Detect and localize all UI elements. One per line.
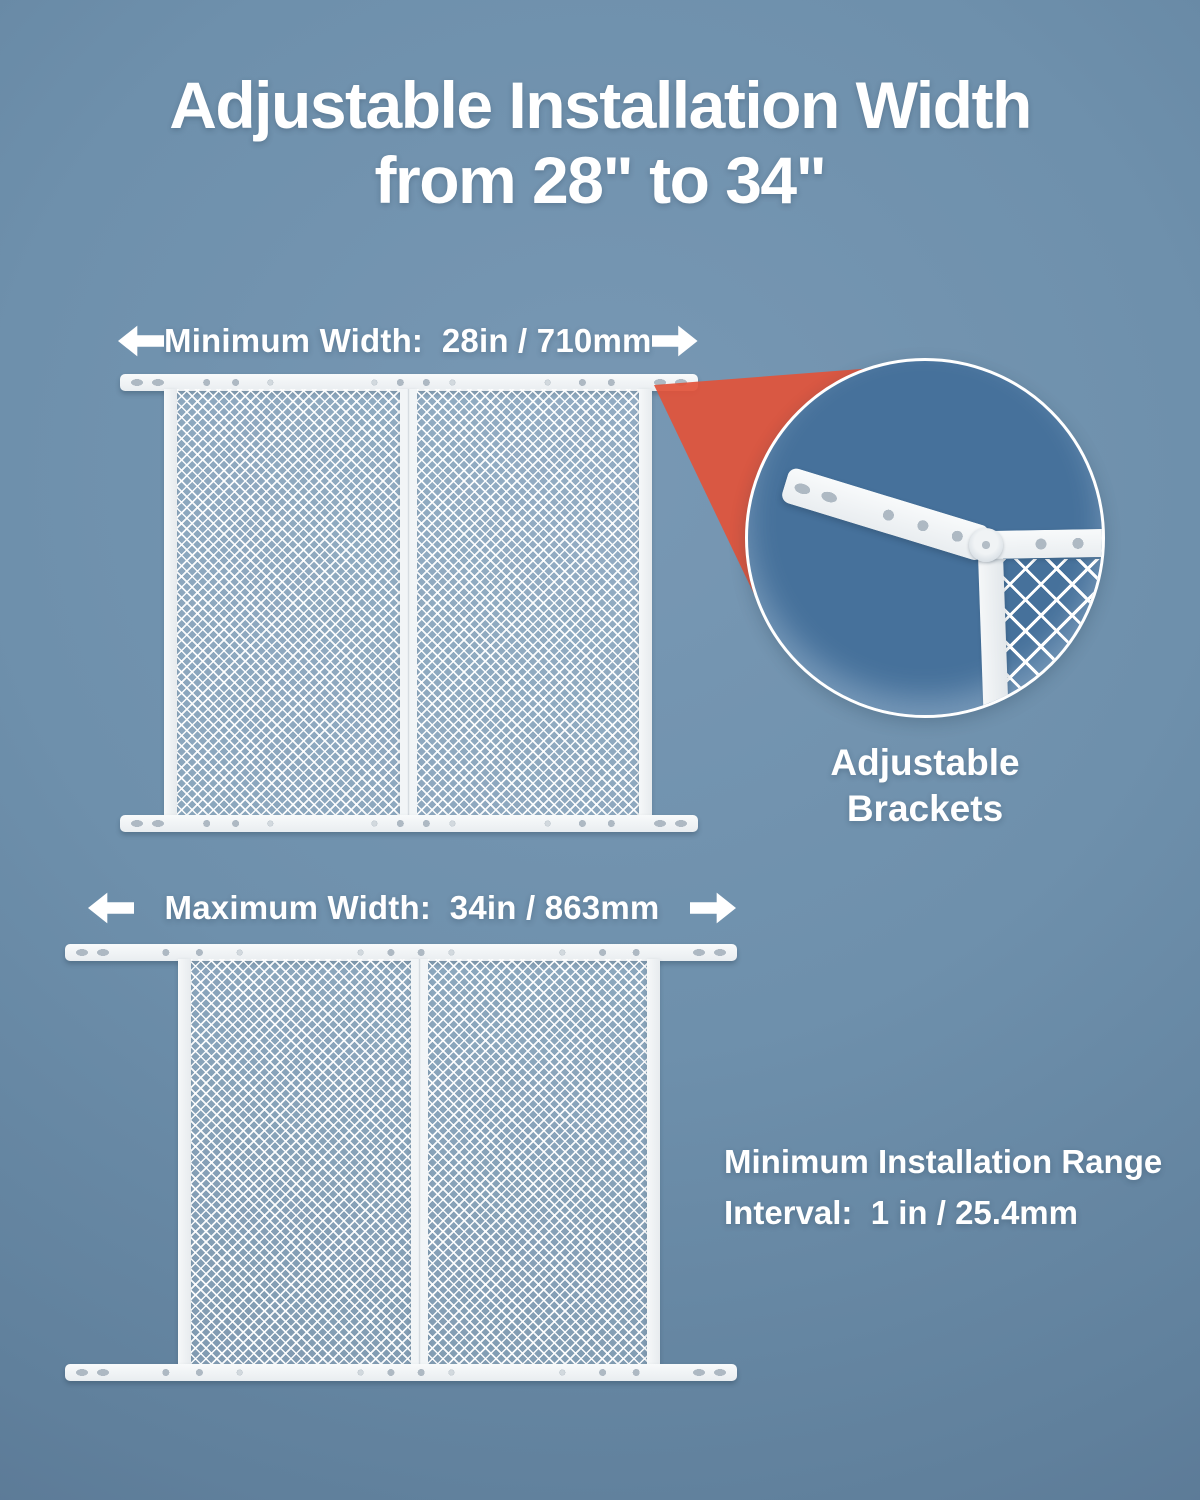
title-line1: Adjustable Installation Width [169, 68, 1032, 142]
screen-maximum-width [65, 944, 737, 1381]
bottom-rail [65, 1364, 737, 1381]
top-rail [65, 944, 737, 961]
mesh-closeup [1002, 559, 1102, 715]
screen-minimum-width [120, 374, 698, 832]
left-frame-bar [164, 389, 177, 817]
right-arrow-icon [651, 325, 698, 357]
right-frame-bar [639, 389, 652, 817]
right-frame-bar [647, 959, 660, 1366]
installation-note: Minimum Installation Range Interval: 1 i… [724, 1136, 1163, 1238]
minimum-width-label-row: Minimum Width: 28in / 710mm [118, 322, 698, 360]
title-line2: from 28" to 34" [374, 143, 827, 218]
callout-label: Adjustable Brackets [745, 740, 1105, 833]
zoom-callout-circle [745, 358, 1105, 718]
maximum-width-label: Maximum Width: 34in / 863mm [164, 889, 660, 926]
bottom-rail [120, 815, 698, 832]
note-line1: Minimum Installation Range [724, 1143, 1163, 1180]
left-arrow-icon [118, 325, 164, 357]
minimum-width-label: Minimum Width: 28in / 710mm [164, 322, 652, 359]
mesh-panels [178, 959, 660, 1366]
mesh-panel-right [427, 959, 647, 1366]
note-line2: Interval: 1 in / 25.4mm [724, 1194, 1078, 1232]
center-divider [399, 389, 417, 817]
bracket-pivot-screw [969, 528, 1003, 562]
bracket-rail [985, 528, 1102, 559]
mesh-panel-left [191, 959, 411, 1366]
maximum-width-label-row: Maximum Width: 34in / 863mm [88, 889, 736, 927]
left-arrow-icon [88, 892, 134, 924]
page-title: Adjustable Installation Width from 28" t… [0, 68, 1200, 218]
adjustable-bracket-arm [779, 466, 992, 563]
top-rail [120, 374, 698, 391]
callout-label-line1: Adjustable [830, 742, 1020, 783]
mesh-panel-left [177, 389, 400, 817]
mesh-panels [164, 389, 652, 817]
mesh-panel-right [416, 389, 639, 817]
callout-label-line2: Brackets [846, 788, 1004, 830]
left-frame-bar [178, 959, 191, 1366]
center-divider [410, 959, 428, 1366]
right-arrow-icon [689, 892, 736, 924]
